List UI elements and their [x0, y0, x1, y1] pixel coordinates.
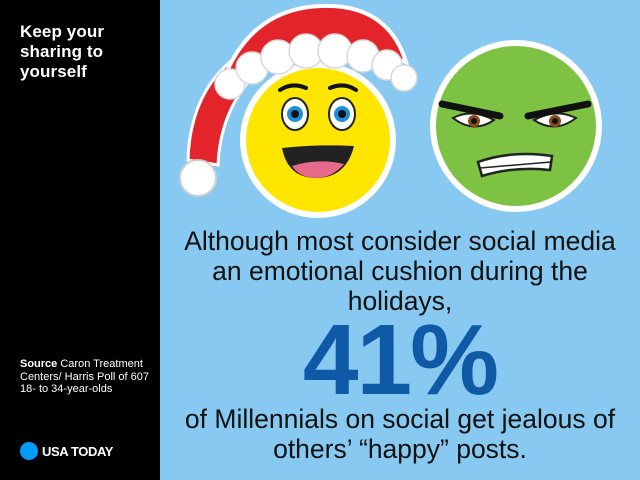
stat-value: 41%: [302, 304, 499, 416]
tail-text: of Millennials on social get jealous of …: [184, 404, 616, 464]
brand-logo: USA TODAY: [20, 441, 113, 461]
source-note: Source Caron Treatment Centers/ Harris P…: [20, 358, 150, 396]
sidebar-title: Keep your sharing to yourself: [20, 22, 105, 81]
main-panel: Although most consider social media an e…: [160, 0, 640, 480]
brand-name: USA TODAY: [42, 443, 114, 459]
emoji-illustration: [179, 3, 602, 218]
santa-hat-happy-face-icon: [179, 3, 418, 218]
lead-text: Although most consider social media an e…: [184, 226, 616, 316]
jealous-green-face-icon: [430, 40, 602, 212]
usa-today-dot-icon: [20, 442, 38, 460]
source-label: Source: [20, 358, 58, 370]
source-text: Caron Treatment Centers/ Harris Poll of …: [20, 358, 149, 395]
sidebar: Keep your sharing to yourself Source Car…: [0, 0, 160, 480]
